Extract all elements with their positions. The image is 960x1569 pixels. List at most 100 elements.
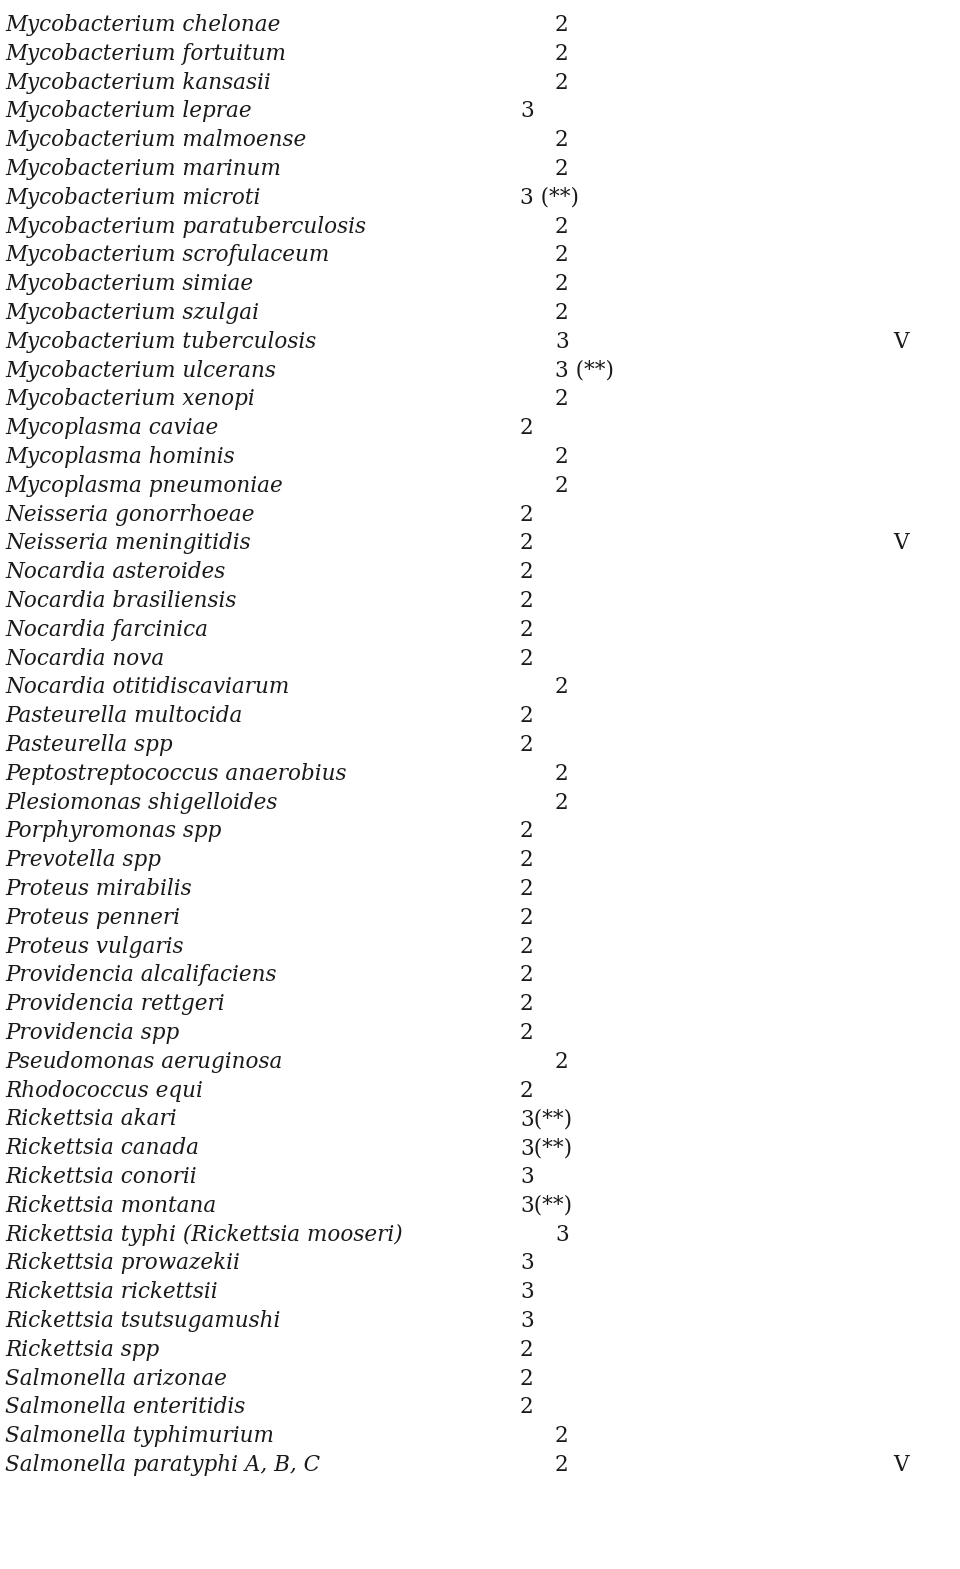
- Text: Nocardia farcinica: Nocardia farcinica: [5, 618, 208, 640]
- Text: Mycobacterium marinum: Mycobacterium marinum: [5, 158, 281, 180]
- Text: Mycobacterium ulcerans: Mycobacterium ulcerans: [5, 359, 276, 381]
- Text: Plesiomonas shigelloides: Plesiomonas shigelloides: [5, 792, 277, 814]
- Text: 2: 2: [555, 446, 568, 468]
- Text: 2: 2: [555, 763, 568, 784]
- Text: 2: 2: [555, 1425, 568, 1447]
- Text: 2: 2: [555, 792, 568, 814]
- Text: 2: 2: [520, 1079, 534, 1101]
- Text: 2: 2: [555, 14, 568, 36]
- Text: Porphyromonas spp: Porphyromonas spp: [5, 821, 222, 843]
- Text: Neisseria gonorrhoeae: Neisseria gonorrhoeae: [5, 504, 254, 526]
- Text: 2: 2: [520, 935, 534, 957]
- Text: Pasteurella multocida: Pasteurella multocida: [5, 704, 242, 726]
- Text: 2: 2: [520, 618, 534, 640]
- Text: 3: 3: [520, 1166, 534, 1188]
- Text: 2: 2: [520, 532, 534, 554]
- Text: 3(**): 3(**): [520, 1108, 572, 1130]
- Text: Mycoplasma pneumoniae: Mycoplasma pneumoniae: [5, 475, 283, 497]
- Text: Mycobacterium chelonae: Mycobacterium chelonae: [5, 14, 280, 36]
- Text: Providencia spp: Providencia spp: [5, 1021, 180, 1043]
- Text: Proteus penneri: Proteus penneri: [5, 907, 180, 929]
- Text: 2: 2: [555, 129, 568, 151]
- Text: 2: 2: [520, 1021, 534, 1043]
- Text: Proteus mirabilis: Proteus mirabilis: [5, 879, 192, 901]
- Text: Mycobacterium fortuitum: Mycobacterium fortuitum: [5, 42, 286, 64]
- Text: Rickettsia canada: Rickettsia canada: [5, 1138, 199, 1159]
- Text: 3: 3: [520, 1282, 534, 1304]
- Text: 2: 2: [555, 72, 568, 94]
- Text: Rhodococcus equi: Rhodococcus equi: [5, 1079, 203, 1101]
- Text: Nocardia nova: Nocardia nova: [5, 648, 164, 670]
- Text: 3: 3: [555, 331, 568, 353]
- Text: 2: 2: [555, 215, 568, 237]
- Text: 2: 2: [520, 879, 534, 901]
- Text: Salmonella paratyphi A, B, C: Salmonella paratyphi A, B, C: [5, 1454, 320, 1476]
- Text: Neisseria meningitidis: Neisseria meningitidis: [5, 532, 251, 554]
- Text: V: V: [893, 331, 908, 353]
- Text: Mycobacterium scrofulaceum: Mycobacterium scrofulaceum: [5, 245, 329, 267]
- Text: 2: 2: [520, 907, 534, 929]
- Text: 2: 2: [555, 273, 568, 295]
- Text: Pseudomonas aeruginosa: Pseudomonas aeruginosa: [5, 1051, 282, 1073]
- Text: Mycoplasma hominis: Mycoplasma hominis: [5, 446, 234, 468]
- Text: 3: 3: [520, 1310, 534, 1332]
- Text: Proteus vulgaris: Proteus vulgaris: [5, 935, 183, 957]
- Text: Salmonella typhimurium: Salmonella typhimurium: [5, 1425, 274, 1447]
- Text: 2: 2: [520, 648, 534, 670]
- Text: 2: 2: [520, 849, 534, 871]
- Text: Rickettsia tsutsugamushi: Rickettsia tsutsugamushi: [5, 1310, 280, 1332]
- Text: Rickettsia typhi (Rickettsia mooseri): Rickettsia typhi (Rickettsia mooseri): [5, 1224, 402, 1246]
- Text: Mycobacterium malmoense: Mycobacterium malmoense: [5, 129, 306, 151]
- Text: Rickettsia akari: Rickettsia akari: [5, 1108, 177, 1130]
- Text: 3 (**): 3 (**): [555, 359, 614, 381]
- Text: 3(**): 3(**): [520, 1138, 572, 1159]
- Text: Rickettsia rickettsii: Rickettsia rickettsii: [5, 1282, 218, 1304]
- Text: 2: 2: [555, 676, 568, 698]
- Text: Nocardia asteroides: Nocardia asteroides: [5, 562, 226, 584]
- Text: 2: 2: [555, 1454, 568, 1476]
- Text: Mycobacterium leprae: Mycobacterium leprae: [5, 100, 252, 122]
- Text: 3 (**): 3 (**): [520, 187, 579, 209]
- Text: V: V: [893, 532, 908, 554]
- Text: 2: 2: [520, 562, 534, 584]
- Text: 2: 2: [520, 1368, 534, 1390]
- Text: Mycobacterium paratuberculosis: Mycobacterium paratuberculosis: [5, 215, 366, 237]
- Text: 2: 2: [520, 417, 534, 439]
- Text: V: V: [893, 1454, 908, 1476]
- Text: Rickettsia prowazekii: Rickettsia prowazekii: [5, 1252, 240, 1274]
- Text: 3: 3: [520, 1252, 534, 1274]
- Text: 2: 2: [520, 734, 534, 756]
- Text: 2: 2: [520, 1338, 534, 1360]
- Text: 2: 2: [555, 42, 568, 64]
- Text: Mycobacterium tuberculosis: Mycobacterium tuberculosis: [5, 331, 316, 353]
- Text: Pasteurella spp: Pasteurella spp: [5, 734, 173, 756]
- Text: 2: 2: [520, 704, 534, 726]
- Text: 2: 2: [555, 1051, 568, 1073]
- Text: Salmonella arizonae: Salmonella arizonae: [5, 1368, 227, 1390]
- Text: Salmonella enteritidis: Salmonella enteritidis: [5, 1396, 245, 1418]
- Text: Mycobacterium xenopi: Mycobacterium xenopi: [5, 389, 254, 411]
- Text: Mycobacterium simiae: Mycobacterium simiae: [5, 273, 253, 295]
- Text: Mycobacterium microti: Mycobacterium microti: [5, 187, 260, 209]
- Text: Rickettsia spp: Rickettsia spp: [5, 1338, 159, 1360]
- Text: Nocardia brasiliensis: Nocardia brasiliensis: [5, 590, 236, 612]
- Text: Peptostreptococcus anaerobius: Peptostreptococcus anaerobius: [5, 763, 347, 784]
- Text: 2: 2: [520, 590, 534, 612]
- Text: Rickettsia montana: Rickettsia montana: [5, 1196, 216, 1218]
- Text: Providencia alcalifaciens: Providencia alcalifaciens: [5, 965, 276, 987]
- Text: 3: 3: [520, 100, 534, 122]
- Text: Mycobacterium kansasii: Mycobacterium kansasii: [5, 72, 271, 94]
- Text: 3: 3: [555, 1224, 568, 1246]
- Text: Providencia rettgeri: Providencia rettgeri: [5, 993, 225, 1015]
- Text: 2: 2: [520, 993, 534, 1015]
- Text: 2: 2: [555, 301, 568, 325]
- Text: 2: 2: [555, 245, 568, 267]
- Text: 2: 2: [520, 965, 534, 987]
- Text: 2: 2: [520, 821, 534, 843]
- Text: 2: 2: [555, 158, 568, 180]
- Text: Nocardia otitidiscaviarum: Nocardia otitidiscaviarum: [5, 676, 289, 698]
- Text: 2: 2: [555, 389, 568, 411]
- Text: 2: 2: [555, 475, 568, 497]
- Text: 2: 2: [520, 504, 534, 526]
- Text: 3(**): 3(**): [520, 1196, 572, 1218]
